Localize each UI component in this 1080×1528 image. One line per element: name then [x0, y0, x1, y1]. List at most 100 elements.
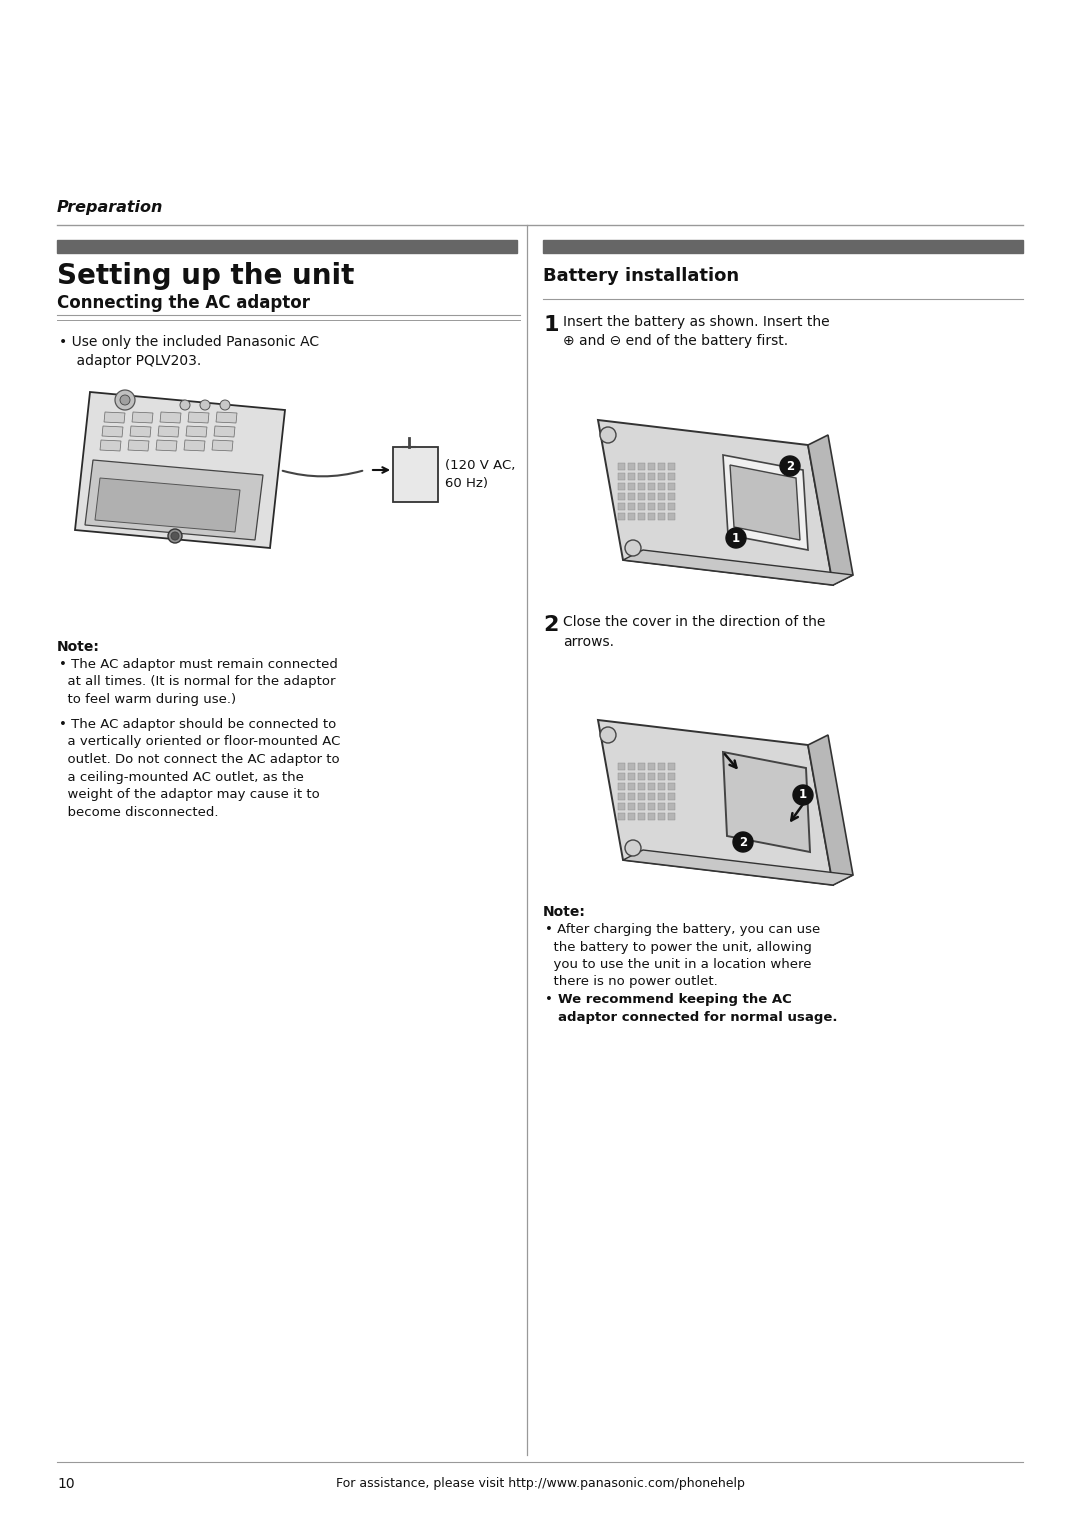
Bar	[669, 513, 675, 520]
Bar	[669, 503, 675, 510]
Bar	[638, 793, 645, 801]
Bar	[658, 474, 665, 480]
Bar	[658, 494, 665, 500]
Polygon shape	[100, 440, 121, 451]
Text: Close the cover in the direction of the
arrows.: Close the cover in the direction of the …	[563, 614, 825, 648]
Bar	[658, 483, 665, 490]
Bar	[627, 762, 635, 770]
Polygon shape	[212, 440, 233, 451]
Bar	[627, 773, 635, 779]
Bar	[618, 494, 625, 500]
Bar	[638, 503, 645, 510]
Bar	[627, 782, 635, 790]
Bar	[627, 793, 635, 801]
Polygon shape	[130, 426, 151, 437]
Text: • Use only the included Panasonic AC
    adaptor PQLV203.: • Use only the included Panasonic AC ada…	[59, 335, 319, 368]
Bar	[669, 463, 675, 471]
Polygon shape	[85, 460, 264, 539]
Text: Insert the battery as shown. Insert the
⊕ and ⊖ end of the battery first.: Insert the battery as shown. Insert the …	[563, 315, 829, 348]
Bar	[669, 793, 675, 801]
Text: Preparation: Preparation	[57, 200, 163, 215]
Bar	[648, 474, 654, 480]
Bar	[638, 804, 645, 810]
Text: We recommend keeping the AC
adaptor connected for normal usage.: We recommend keeping the AC adaptor conn…	[558, 993, 837, 1024]
Polygon shape	[188, 413, 210, 423]
Bar	[638, 513, 645, 520]
Polygon shape	[156, 440, 177, 451]
Polygon shape	[730, 465, 800, 539]
Text: For assistance, please visit http://www.panasonic.com/phonehelp: For assistance, please visit http://www.…	[336, 1478, 744, 1490]
Bar	[658, 804, 665, 810]
Text: Connecting the AC adaptor: Connecting the AC adaptor	[57, 293, 310, 312]
Bar	[648, 773, 654, 779]
Bar	[627, 813, 635, 821]
Circle shape	[625, 539, 642, 556]
Text: 1: 1	[543, 315, 558, 335]
Bar	[648, 782, 654, 790]
Bar	[618, 793, 625, 801]
Bar	[627, 804, 635, 810]
Polygon shape	[216, 413, 237, 423]
Bar	[669, 782, 675, 790]
Polygon shape	[104, 413, 125, 423]
Bar	[648, 804, 654, 810]
Text: Note:: Note:	[57, 640, 99, 654]
Bar	[627, 503, 635, 510]
Bar	[638, 494, 645, 500]
Polygon shape	[598, 720, 833, 885]
Polygon shape	[723, 455, 808, 550]
Bar	[618, 463, 625, 471]
Bar	[618, 483, 625, 490]
Text: 10: 10	[57, 1478, 75, 1491]
Polygon shape	[808, 435, 853, 585]
Polygon shape	[723, 752, 810, 853]
Circle shape	[114, 390, 135, 410]
Bar	[393, 448, 438, 503]
Bar	[638, 463, 645, 471]
Bar	[627, 483, 635, 490]
Bar	[618, 762, 625, 770]
Circle shape	[780, 455, 800, 477]
Polygon shape	[598, 420, 833, 585]
Bar	[648, 513, 654, 520]
Polygon shape	[75, 393, 285, 549]
Circle shape	[200, 400, 210, 410]
Bar	[618, 782, 625, 790]
Text: Battery installation: Battery installation	[543, 267, 739, 286]
Polygon shape	[808, 735, 853, 885]
Text: 2: 2	[786, 460, 794, 472]
Bar	[638, 474, 645, 480]
Bar	[638, 483, 645, 490]
Bar	[669, 762, 675, 770]
Circle shape	[733, 833, 753, 853]
Text: (120 V AC,
60 Hz): (120 V AC, 60 Hz)	[445, 460, 515, 490]
Polygon shape	[132, 413, 153, 423]
Bar	[618, 503, 625, 510]
Bar	[669, 813, 675, 821]
Bar	[648, 762, 654, 770]
Text: Note:: Note:	[543, 905, 585, 918]
Text: • The AC adaptor must remain connected
  at all times. (It is normal for the ada: • The AC adaptor must remain connected a…	[59, 659, 338, 706]
Text: 2: 2	[543, 614, 558, 636]
Bar	[627, 463, 635, 471]
Bar	[618, 474, 625, 480]
Bar	[669, 483, 675, 490]
Polygon shape	[95, 478, 240, 532]
Bar	[627, 513, 635, 520]
Circle shape	[726, 529, 746, 549]
Text: 1: 1	[799, 788, 807, 802]
Bar	[627, 474, 635, 480]
Polygon shape	[214, 426, 235, 437]
Polygon shape	[184, 440, 205, 451]
Bar	[648, 813, 654, 821]
Text: Setting up the unit: Setting up the unit	[57, 261, 354, 290]
Bar	[648, 503, 654, 510]
Bar	[57, 240, 517, 254]
Polygon shape	[623, 850, 853, 885]
Polygon shape	[158, 426, 179, 437]
Bar	[638, 813, 645, 821]
Bar	[658, 762, 665, 770]
Bar	[669, 804, 675, 810]
Polygon shape	[129, 440, 149, 451]
Bar	[658, 463, 665, 471]
